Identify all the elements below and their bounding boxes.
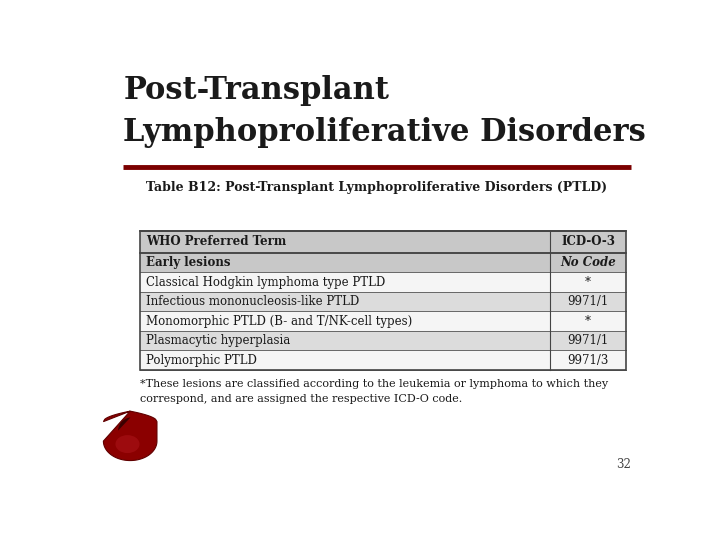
Ellipse shape xyxy=(115,435,140,453)
Bar xyxy=(140,350,550,370)
Bar xyxy=(550,231,626,253)
Text: *: * xyxy=(585,315,591,328)
Text: *: * xyxy=(585,275,591,288)
Text: Polymorphic PTLD: Polymorphic PTLD xyxy=(145,354,256,367)
Text: Early lesions: Early lesions xyxy=(145,256,230,269)
Text: Lymphoproliferative Disorders: Lymphoproliferative Disorders xyxy=(124,117,647,148)
Text: Classical Hodgkin lymphoma type PTLD: Classical Hodgkin lymphoma type PTLD xyxy=(145,275,385,288)
Text: Post-Transplant: Post-Transplant xyxy=(124,75,390,106)
Bar xyxy=(140,292,550,312)
Bar xyxy=(550,292,626,312)
Bar xyxy=(550,253,626,272)
Text: *These lesions are classified according to the leukemia or lymphoma to which the: *These lesions are classified according … xyxy=(140,379,608,404)
Bar xyxy=(550,312,626,331)
Text: 9971/3: 9971/3 xyxy=(567,354,608,367)
Polygon shape xyxy=(104,411,157,461)
Text: 32: 32 xyxy=(616,458,631,471)
Bar xyxy=(140,231,550,253)
Text: Infectious mononucleosis-like PTLD: Infectious mononucleosis-like PTLD xyxy=(145,295,359,308)
Bar xyxy=(140,312,550,331)
Text: Table B12: Post-Transplant Lymphoproliferative Disorders (PTLD): Table B12: Post-Transplant Lymphoprolife… xyxy=(145,181,607,194)
Text: 9971/1: 9971/1 xyxy=(567,295,608,308)
Bar xyxy=(550,331,626,350)
Bar xyxy=(140,231,626,370)
Text: ICD-O-3: ICD-O-3 xyxy=(561,235,615,248)
Text: No Code: No Code xyxy=(560,256,616,269)
Bar xyxy=(550,350,626,370)
Bar xyxy=(140,331,550,350)
Bar xyxy=(140,272,550,292)
Text: Plasmacytic hyperplasia: Plasmacytic hyperplasia xyxy=(145,334,290,347)
Text: Monomorphic PTLD (B- and T/NK-cell types): Monomorphic PTLD (B- and T/NK-cell types… xyxy=(145,315,412,328)
Polygon shape xyxy=(118,417,130,430)
Bar xyxy=(550,272,626,292)
Text: 9971/1: 9971/1 xyxy=(567,334,608,347)
Bar xyxy=(140,253,550,272)
Text: WHO Preferred Term: WHO Preferred Term xyxy=(145,235,286,248)
